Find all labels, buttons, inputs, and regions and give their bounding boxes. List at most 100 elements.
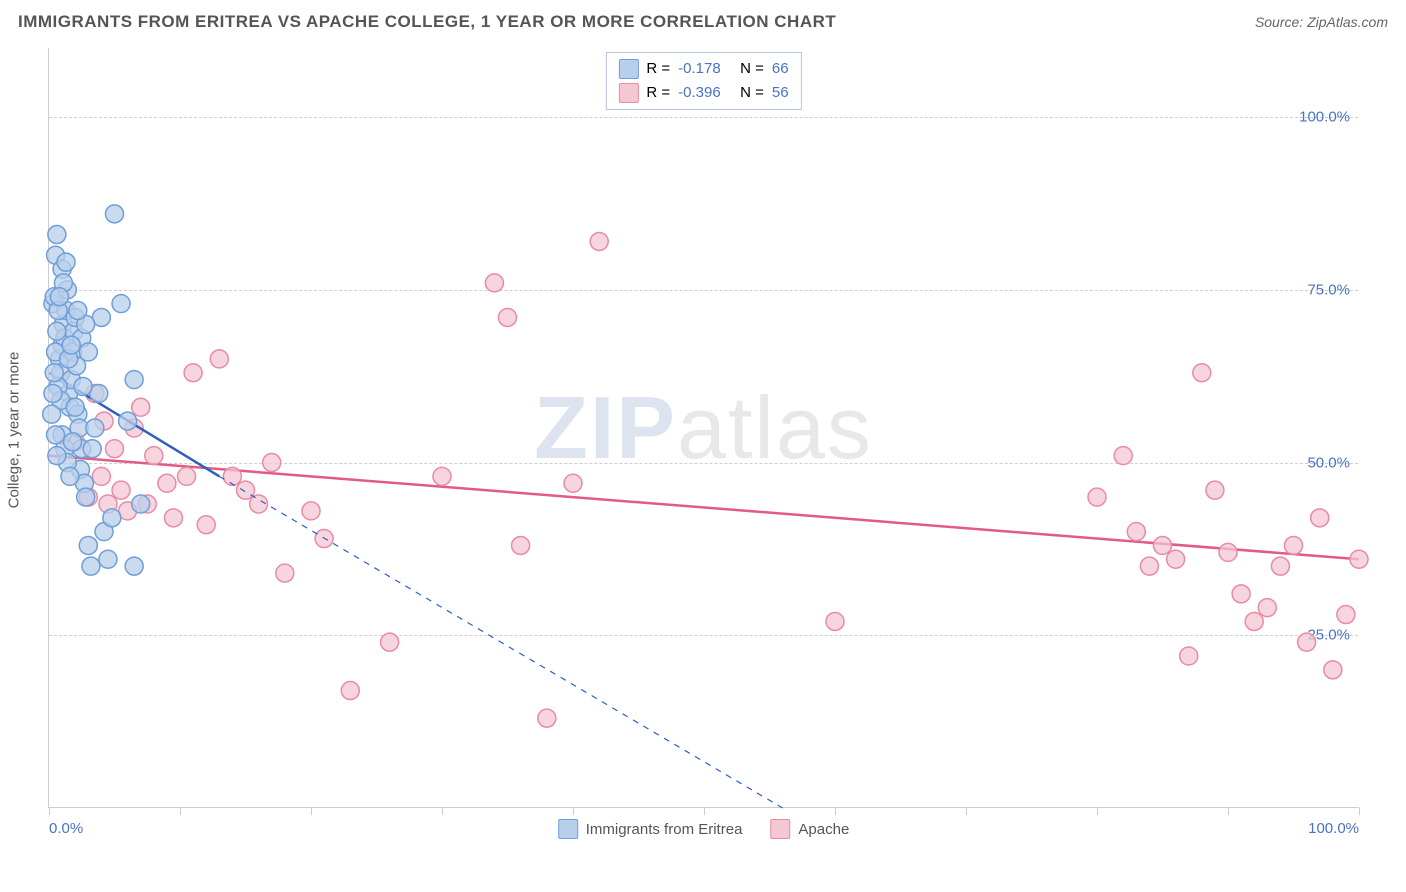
x-tick-label: 0.0% xyxy=(49,820,83,837)
source-label: Source: ZipAtlas.com xyxy=(1255,14,1388,30)
data-point xyxy=(48,322,66,340)
legend-n-value-2: 56 xyxy=(772,81,789,105)
data-point xyxy=(564,474,582,492)
data-point xyxy=(590,232,608,250)
data-point xyxy=(125,557,143,575)
x-tick xyxy=(1359,807,1360,815)
legend-bottom-label-2: Apache xyxy=(798,821,849,838)
data-point xyxy=(45,364,63,382)
data-point xyxy=(82,557,100,575)
x-tick xyxy=(835,807,836,815)
data-point xyxy=(61,467,79,485)
data-point xyxy=(125,371,143,389)
data-point xyxy=(512,536,530,554)
data-point xyxy=(1285,536,1303,554)
legend-n-value-1: 66 xyxy=(772,57,789,81)
data-point xyxy=(1324,661,1342,679)
data-point xyxy=(210,350,228,368)
x-tick xyxy=(573,807,574,815)
data-point xyxy=(57,253,75,271)
data-point xyxy=(112,295,130,313)
legend-r-value-1: -0.178 xyxy=(678,57,732,81)
data-point xyxy=(237,481,255,499)
x-tick xyxy=(49,807,50,815)
data-point xyxy=(92,467,110,485)
data-point xyxy=(1140,557,1158,575)
data-point xyxy=(79,343,97,361)
legend-r-label: R = xyxy=(646,81,670,105)
legend-bottom: Immigrants from Eritrea Apache xyxy=(558,819,850,839)
data-point xyxy=(1206,481,1224,499)
data-point xyxy=(119,412,137,430)
data-point xyxy=(64,433,82,451)
data-point xyxy=(43,405,61,423)
data-point xyxy=(1311,509,1329,527)
x-tick xyxy=(311,807,312,815)
data-point xyxy=(1350,550,1368,568)
data-point xyxy=(1193,364,1211,382)
x-tick xyxy=(966,807,967,815)
data-point xyxy=(145,447,163,465)
data-point xyxy=(381,633,399,651)
data-point xyxy=(1271,557,1289,575)
data-point xyxy=(86,419,104,437)
data-point xyxy=(485,274,503,292)
data-point xyxy=(263,454,281,472)
data-point xyxy=(538,709,556,727)
data-point xyxy=(62,336,80,354)
legend-bottom-label-1: Immigrants from Eritrea xyxy=(586,821,743,838)
data-point xyxy=(77,488,95,506)
data-point xyxy=(132,495,150,513)
data-point xyxy=(83,440,101,458)
swatch-series-2 xyxy=(618,83,638,103)
data-point xyxy=(132,398,150,416)
data-point xyxy=(1245,612,1263,630)
data-point xyxy=(276,564,294,582)
data-point xyxy=(69,302,87,320)
plot-area: ZIPatlas 25.0%50.0%75.0%100.0%0.0%100.0%… xyxy=(48,48,1358,808)
chart-title: IMMIGRANTS FROM ERITREA VS APACHE COLLEG… xyxy=(18,12,836,32)
swatch-series-2 xyxy=(770,819,790,839)
data-point xyxy=(106,205,124,223)
data-point xyxy=(433,467,451,485)
data-point xyxy=(103,509,121,527)
data-point xyxy=(341,682,359,700)
swatch-series-1 xyxy=(558,819,578,839)
data-point xyxy=(1232,585,1250,603)
data-point xyxy=(826,612,844,630)
data-point xyxy=(1167,550,1185,568)
legend-bottom-item-2: Apache xyxy=(770,819,849,839)
data-point xyxy=(223,467,241,485)
data-point xyxy=(302,502,320,520)
data-point xyxy=(66,398,84,416)
data-point xyxy=(99,550,117,568)
data-point xyxy=(74,378,92,396)
data-point xyxy=(79,536,97,554)
data-point xyxy=(1298,633,1316,651)
data-point xyxy=(48,226,66,244)
data-point xyxy=(1114,447,1132,465)
data-point xyxy=(47,426,65,444)
data-point xyxy=(178,467,196,485)
legend-n-label: N = xyxy=(740,57,764,81)
x-tick xyxy=(1228,807,1229,815)
data-point xyxy=(112,481,130,499)
legend-top-row-2: R = -0.396 N = 56 xyxy=(618,81,788,105)
data-point xyxy=(1088,488,1106,506)
data-point xyxy=(106,440,124,458)
data-point xyxy=(164,509,182,527)
data-point xyxy=(499,308,517,326)
data-point xyxy=(1258,599,1276,617)
data-point xyxy=(48,447,66,465)
legend-r-value-2: -0.396 xyxy=(678,81,732,105)
data-point xyxy=(1154,536,1172,554)
data-point xyxy=(50,288,68,306)
legend-bottom-item-1: Immigrants from Eritrea xyxy=(558,819,743,839)
data-point xyxy=(1219,543,1237,561)
x-tick xyxy=(442,807,443,815)
data-point xyxy=(197,516,215,534)
legend-n-label: N = xyxy=(740,81,764,105)
data-point xyxy=(1337,606,1355,624)
x-tick-label: 100.0% xyxy=(1308,820,1359,837)
data-point xyxy=(250,495,268,513)
